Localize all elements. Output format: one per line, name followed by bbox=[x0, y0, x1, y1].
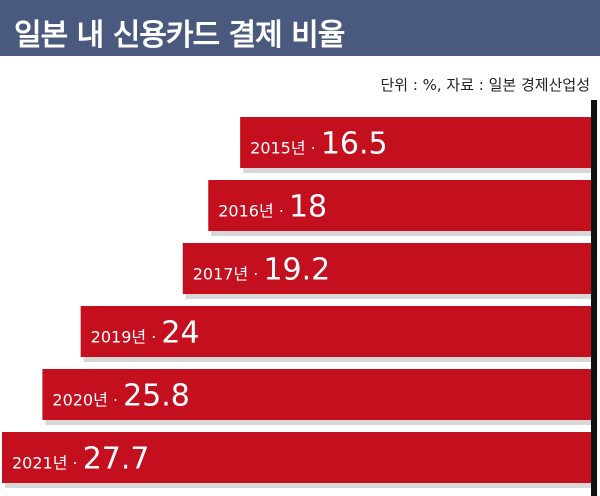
bar-2021년 bbox=[2, 432, 591, 483]
bar-label: 2020년 · 25.8 bbox=[52, 379, 190, 414]
value-label: 25.8 bbox=[123, 379, 190, 414]
category-label: 2020년 · bbox=[52, 391, 123, 410]
bar-2017년 bbox=[182, 243, 592, 294]
bar-label: 2015년 · 16.5 bbox=[250, 127, 387, 162]
category-label: 2016년 · bbox=[218, 202, 289, 221]
bar-label: 2016년 · 18 bbox=[218, 190, 327, 225]
bar-2020년 bbox=[42, 369, 592, 420]
category-label: 2017년 · bbox=[193, 265, 264, 284]
value-label: 16.5 bbox=[321, 127, 388, 162]
title-bar: 일본 내 신용카드 결제 비율 bbox=[0, 0, 600, 56]
category-label: 2015년 · bbox=[250, 139, 321, 158]
bar-2015년 bbox=[240, 117, 592, 168]
bar-label: 2017년 · 19.2 bbox=[193, 253, 330, 288]
value-label: 18 bbox=[289, 190, 327, 225]
bar-2016년 bbox=[208, 180, 591, 231]
source-note: 단위 : %, 자료 : 일본 경제산업성 bbox=[380, 76, 590, 94]
bar-2019년 bbox=[80, 306, 592, 357]
category-label: 2019년 · bbox=[91, 328, 162, 347]
value-label: 19.2 bbox=[263, 253, 330, 288]
value-label: 27.7 bbox=[83, 442, 150, 477]
chart-title: 일본 내 신용카드 결제 비율 bbox=[14, 18, 345, 53]
bar-label: 2019년 · 24 bbox=[91, 316, 200, 351]
category-label: 2021년 · bbox=[12, 454, 83, 473]
axis-line bbox=[591, 100, 597, 496]
value-label: 24 bbox=[161, 316, 199, 351]
bar-label: 2021년 · 27.7 bbox=[12, 442, 150, 477]
